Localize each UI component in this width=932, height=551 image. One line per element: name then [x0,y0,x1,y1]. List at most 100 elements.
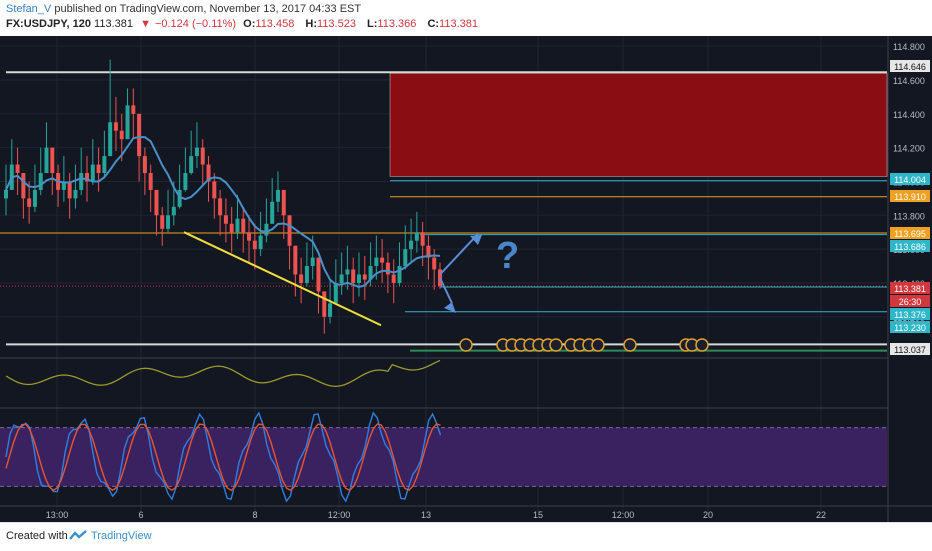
symbol-label: FX:USDJPY, 120 [6,18,91,30]
candle-body [148,173,153,190]
price-chart[interactable]: ? 0.0000 75.000050.000025.0000 114.80011… [0,36,932,522]
price-tick-label: 114.200 [893,144,925,154]
open-value: 113.458 [255,18,295,30]
candle-body [270,201,275,224]
candle-body [275,189,280,202]
supply-zone-rect [389,72,888,177]
candles [4,59,442,334]
author-link[interactable]: Stefan_V [6,3,52,15]
candle-body [131,105,136,114]
candle-body [171,206,176,216]
publish-info: Stefan_V published on TradingView.com, N… [6,3,361,15]
price-tick-label: 114.400 [893,110,925,120]
candle-body [154,189,159,216]
candle-body [15,164,20,174]
candle-body [212,181,217,199]
candle-body [356,274,361,283]
price-tag-label: 113.686 [894,242,926,252]
time-tick-label: 13 [421,510,431,520]
time-tick-label: 8 [252,510,257,520]
candle-body [61,181,66,190]
up-arrow-head-icon [470,235,482,245]
publish-text: published on TradingView.com, November 1… [54,3,362,15]
candle-body [90,164,95,182]
candle-body [206,164,211,182]
price-tag [890,295,930,307]
price-tag-label: 113.381 [894,284,926,294]
price-tick-label: 114.800 [893,42,925,52]
moving-average-line [5,136,441,289]
time-tick-label: 12:00 [612,510,635,520]
candle-body [183,173,188,190]
candle-body [264,223,269,236]
candle-body [258,235,263,250]
up-arrow-shaft [439,233,479,276]
high-value: 113.523 [317,18,356,30]
candle-body [67,181,72,199]
candle-body [368,266,373,280]
candle-body [137,113,142,157]
candle-body [96,164,101,174]
price-tag [890,190,930,202]
candle-body [113,122,118,131]
resistance-zone [389,72,888,177]
price-levels [0,71,887,352]
candle-body [241,218,246,233]
stoch-d-line [5,423,441,492]
created-with-text: Created with [6,530,68,542]
time-tick-label: 12:00 [328,510,351,520]
candle-body [166,215,171,229]
candle-body [119,130,124,140]
candle-body [21,173,26,199]
candle-body [426,245,431,258]
candle-body [27,198,32,207]
price-tag-label: 26:30 [899,297,922,307]
price-tick-label: 113.800 [893,211,925,221]
candle-body [38,173,43,190]
price-tag-label: 114.004 [894,175,926,185]
event-flag-icon [623,338,637,352]
ohlc-line: FX:USDJPY, 120 113.381 ▼ −0.124 (−0.11%) … [6,18,486,30]
candle-body [79,173,84,190]
price-tick-label: 114.600 [893,76,925,86]
candle-body [287,215,292,246]
stoch-band [0,427,887,487]
tradingview-link[interactable]: TradingView [91,530,152,542]
time-tick-label: 22 [816,510,826,520]
axis-background [888,36,932,522]
candle-body [32,189,37,207]
candle-body [252,240,257,250]
candle-body [223,215,228,224]
low-value: 113.366 [377,18,417,30]
footer: Created with TradingView [0,522,932,551]
price-tag-label: 113.037 [894,345,926,355]
candle-body [414,232,419,241]
high-label: H: [305,18,318,30]
candle-body [322,291,327,317]
candle-body [200,147,205,165]
trendline [183,231,382,327]
time-tick-label: 6 [138,510,143,520]
price-tag-label: 114.646 [894,62,926,72]
stochastic-pane: 75.000050.000025.0000 [0,407,932,503]
candle-body [299,274,304,283]
candle-body [339,274,344,283]
candle-body [125,105,130,140]
down-arrow-head-icon [444,302,456,313]
time-tick-label: 20 [703,510,713,520]
oscillator-line [5,359,441,387]
price-tag-label: 113.230 [894,323,926,333]
event-flag-icon [459,338,473,352]
price-tag [890,321,930,333]
price-tag [890,60,930,72]
candle-body [380,257,385,263]
time-axis: 13:00 6 8 12:00 13 15 12:00 20 22 [0,505,932,520]
candle-body [316,257,321,292]
candle-body [218,198,223,216]
candle-body [438,269,442,287]
last-price: 113.381 [94,18,133,30]
candle-body [310,257,315,267]
price-tag-label: 113.910 [894,192,926,202]
candle-body [403,249,408,267]
drawings: ? [183,231,709,352]
